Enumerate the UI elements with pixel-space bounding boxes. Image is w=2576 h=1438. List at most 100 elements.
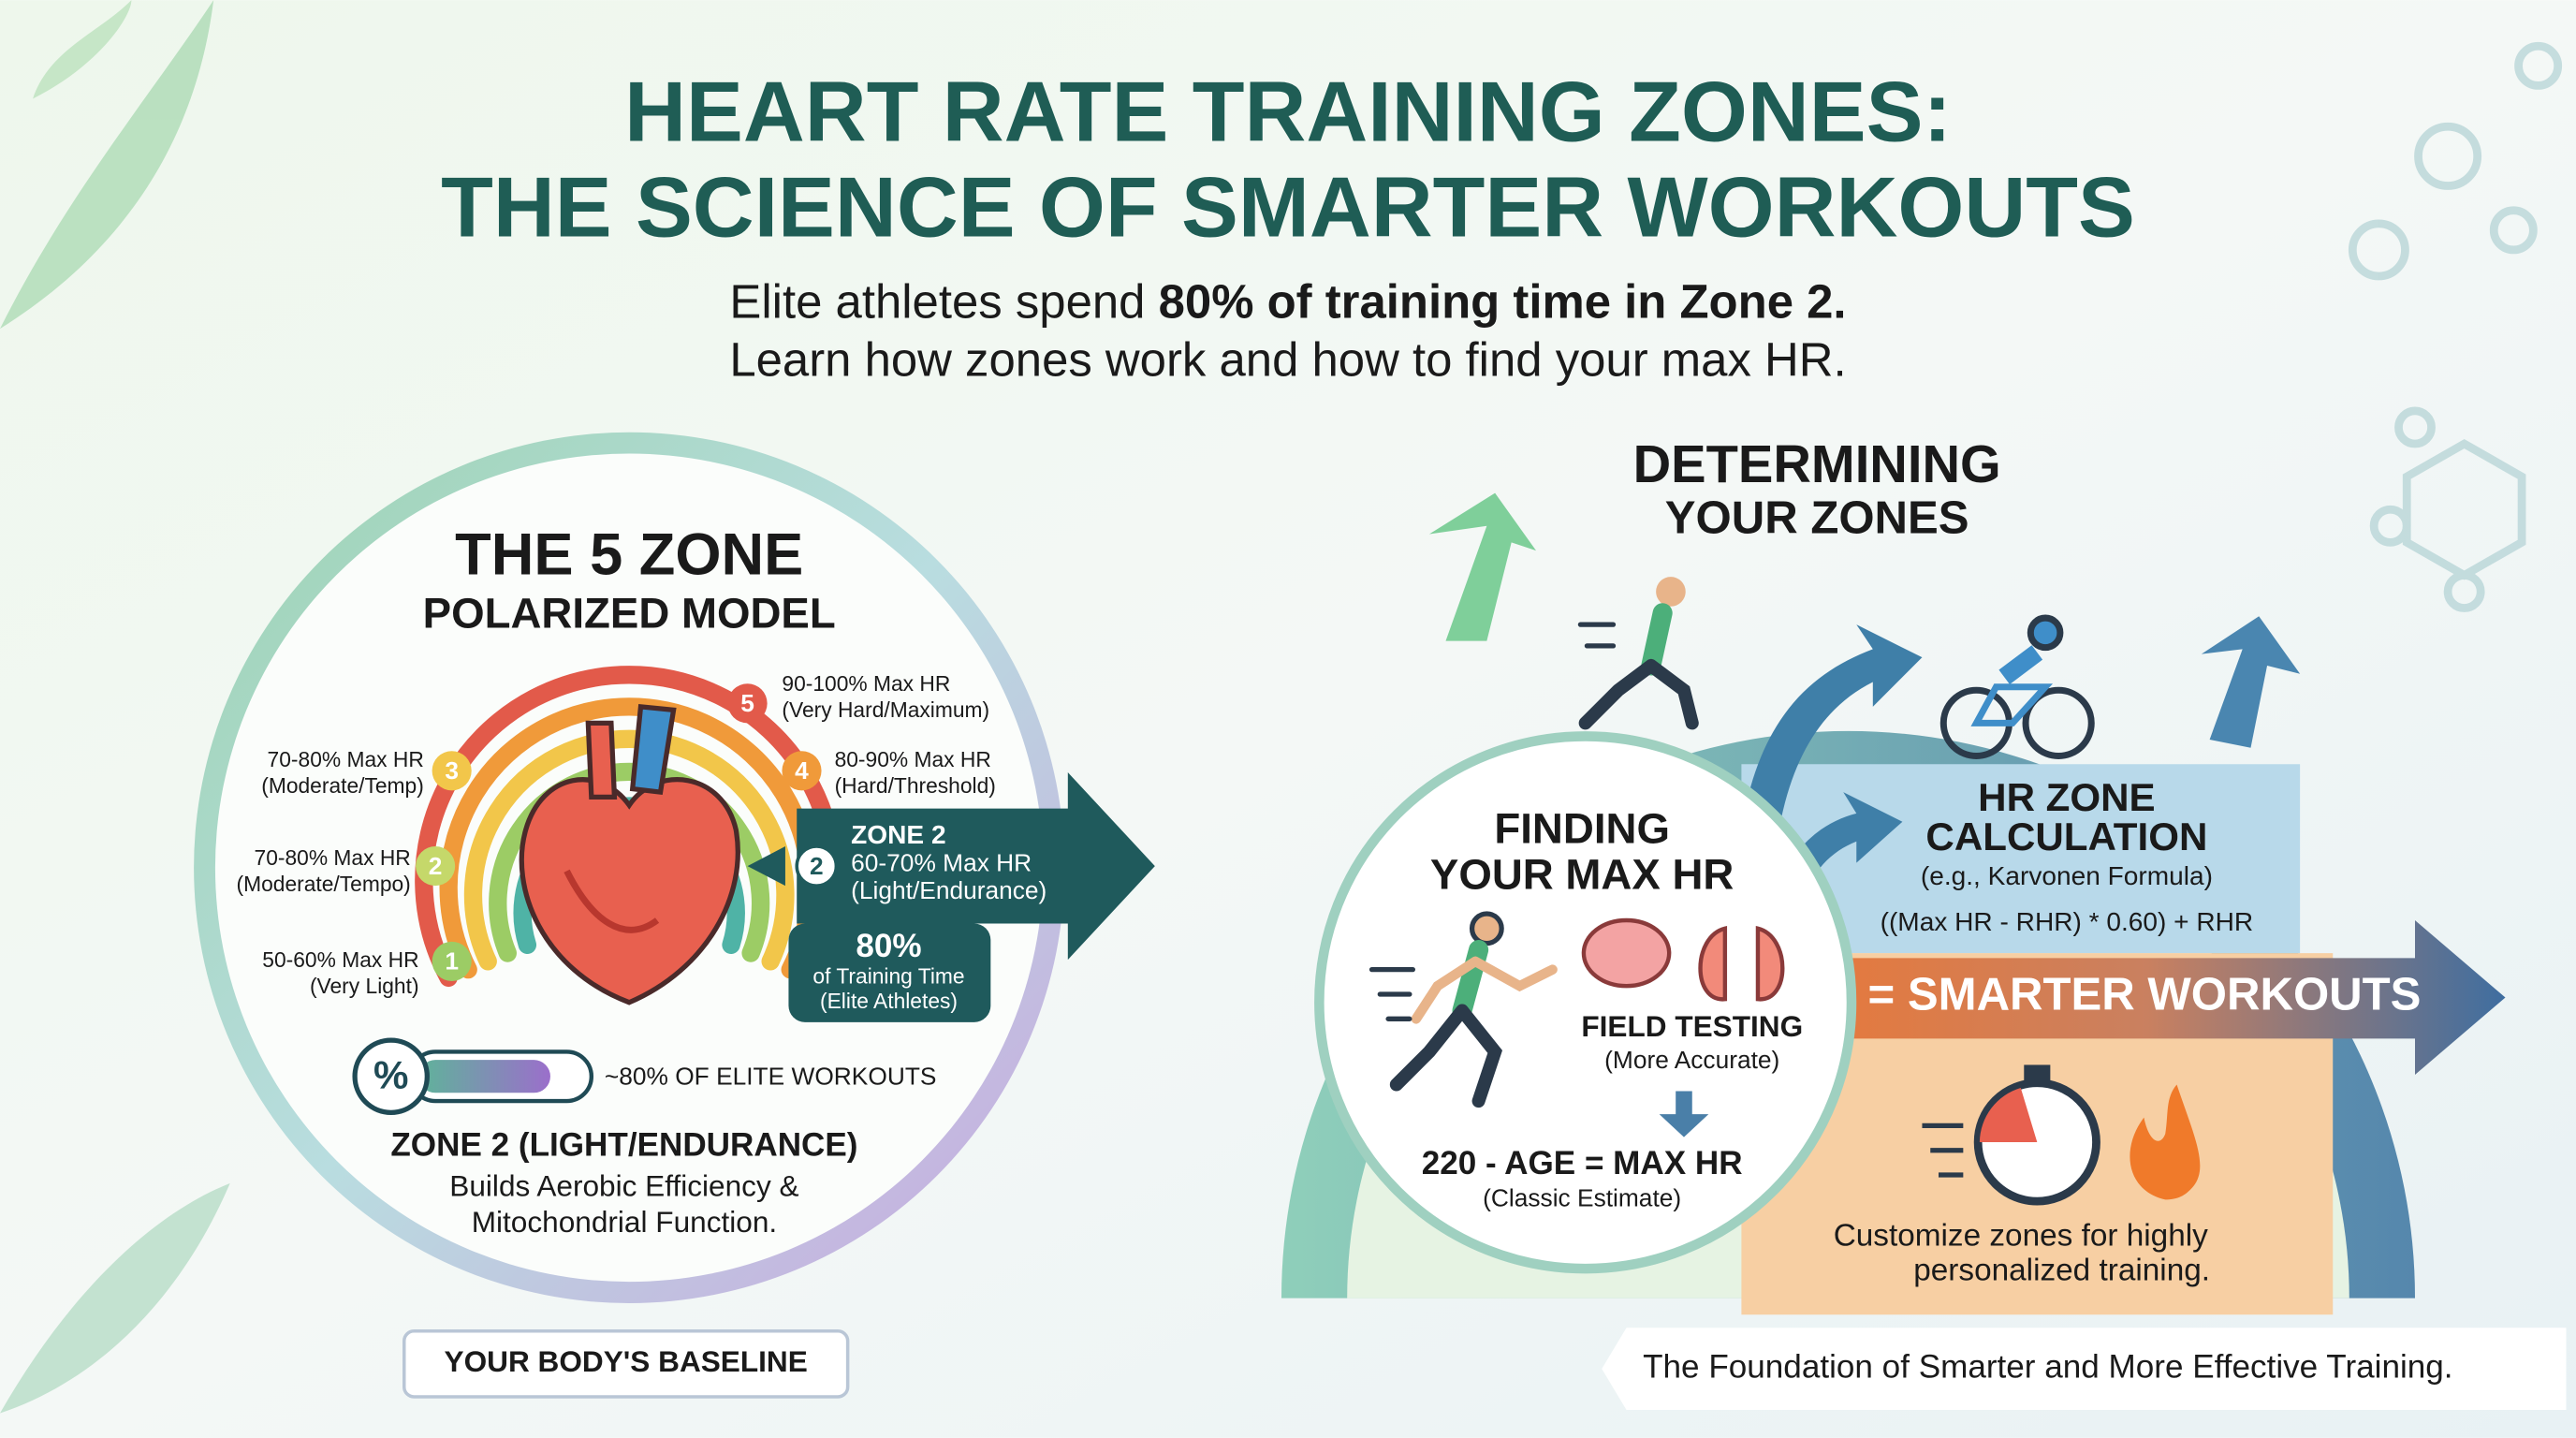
custom-text: Customize zones for highly <box>1834 1219 2208 1254</box>
flame-icon <box>2130 1084 2201 1200</box>
share-value: 80% <box>856 928 921 964</box>
leaf-decor <box>0 0 230 1414</box>
zone-range: 70-80% Max HR <box>268 747 424 771</box>
footer-text: The Foundation of Smarter and More Effec… <box>1643 1348 2452 1385</box>
cyclist-body <box>1998 645 2043 684</box>
zone-desc: (Very Hard/Maximum) <box>782 697 989 722</box>
zone-number: 1 <box>445 947 459 976</box>
runner-legs <box>1389 1004 1503 1108</box>
zone-range: 90-100% Max HR <box>782 671 950 696</box>
field-note: (More Accurate) <box>1604 1046 1779 1074</box>
share-box <box>788 923 991 1022</box>
runner-arms <box>1411 956 1558 1024</box>
callout-title: ZONE 2 <box>851 820 945 849</box>
progress-fill <box>418 1060 550 1093</box>
badge-text: YOUR BODY'S BASELINE <box>445 1344 808 1378</box>
zone-badge <box>432 751 472 791</box>
formula-note: (Classic Estimate) <box>1483 1183 1681 1211</box>
calc-formula: ((Max HR - RHR) * 0.60) + RHR <box>1881 907 2254 936</box>
zone-range: 50-60% Max HR <box>262 947 418 972</box>
down-arrow <box>1659 1091 1709 1137</box>
result-arrow <box>1791 920 2506 1075</box>
result-text: = SMARTER WORKOUTS <box>1868 969 2422 1020</box>
zone-number: 5 <box>740 689 754 717</box>
zone-range: 70-80% Max HR <box>255 845 411 870</box>
zone-badge <box>782 751 822 791</box>
subtitle: Learn how zones work and how to find you… <box>729 332 1846 386</box>
runner-body <box>1641 603 1673 676</box>
zone-labels: 1 50-60% Max HR (Very Light) 2 70-80% Ma… <box>237 671 996 998</box>
focus-title: ZONE 2 (LIGHT/ENDURANCE) <box>390 1126 857 1163</box>
brain <box>1581 917 1672 989</box>
callout-pointer <box>747 846 785 887</box>
frame <box>1970 683 2054 726</box>
leaf <box>0 0 214 330</box>
heart-illustration <box>519 703 740 1005</box>
share-text: of Training Time <box>812 963 964 988</box>
leaf <box>0 1182 230 1414</box>
wheel <box>2022 686 2095 759</box>
lungs <box>1698 925 1785 1002</box>
runner-head <box>1469 911 1504 946</box>
calc-note: (e.g., Karvonen Formula) <box>1921 861 2213 890</box>
focus-text: Mitochondrial Function. <box>472 1205 777 1239</box>
footer-banner <box>1602 1328 2567 1411</box>
atom <box>2369 505 2411 547</box>
field-title: FIELD TESTING <box>1581 1009 1803 1043</box>
atom <box>2348 219 2409 281</box>
panel-title: DETERMINING <box>1633 434 2001 493</box>
atom <box>2514 41 2563 90</box>
calc-title: CALCULATION <box>1925 814 2207 858</box>
badge <box>402 1329 850 1399</box>
callout-badge <box>795 844 839 888</box>
vein <box>629 703 677 796</box>
speed-lines <box>1577 622 1617 649</box>
cyclist-icon <box>1939 614 2095 759</box>
subtitle-text: Elite athletes spend <box>729 275 1145 329</box>
runner-icon-top <box>1577 577 1699 730</box>
zone-desc: (Very Light) <box>310 974 419 998</box>
atom <box>2489 206 2538 255</box>
callout-number: 2 <box>810 852 824 880</box>
percent-symbol: % <box>373 1053 408 1097</box>
runner-legs <box>1578 658 1699 730</box>
zone-arc <box>489 762 770 962</box>
panel-title: THE 5 ZONE <box>455 522 803 588</box>
panel-subtitle: POLARIZED MODEL <box>423 589 836 637</box>
progress-label: ~80% OF ELITE WORKOUTS <box>605 1062 937 1090</box>
calc-title: HR ZONE <box>1978 775 2156 819</box>
zone-number: 2 <box>429 852 443 880</box>
title: THE SCIENCE OF SMARTER WORKOUTS <box>441 159 2135 255</box>
speed-lines <box>1922 1123 1964 1178</box>
speed-lines <box>1368 967 1416 1021</box>
runner-icon <box>1368 911 1558 1108</box>
stopwatch-icon <box>1922 1064 2100 1206</box>
zone-badge <box>416 846 456 887</box>
callout-arrow <box>797 772 1155 961</box>
max-hr-title: FINDING <box>1494 804 1670 852</box>
flow-arrow <box>1741 624 1923 839</box>
callout-desc: (Light/Endurance) <box>851 876 1046 904</box>
focus-text: Builds Aerobic Efficiency & <box>449 1168 798 1202</box>
zone-badge <box>432 941 472 981</box>
heart-vessel <box>564 869 660 933</box>
callout-range: 60-70% Max HR <box>851 848 1032 876</box>
zone-number: 4 <box>795 756 809 785</box>
max-hr-title: YOUR MAX HR <box>1430 850 1734 898</box>
cyclist-head <box>2027 614 2064 652</box>
atom <box>2414 122 2482 190</box>
subtitle: Elite athletes spend 80% of training tim… <box>729 275 1846 329</box>
max-hr-circle <box>1314 731 1857 1274</box>
leaf <box>33 0 132 99</box>
panel-subtitle: YOUR ZONES <box>1665 492 1969 543</box>
zone-desc: (Moderate/Temp) <box>261 773 424 798</box>
zone-desc: (Hard/Threshold) <box>835 773 996 798</box>
custom-text: personalized training. <box>1913 1253 2210 1287</box>
atom <box>2394 406 2436 448</box>
percent-icon <box>352 1037 430 1115</box>
artery <box>585 720 618 800</box>
heart <box>519 777 740 1005</box>
stopwatch-sector <box>1979 1088 2038 1142</box>
